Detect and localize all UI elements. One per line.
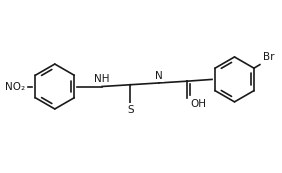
Text: NO₂: NO₂	[5, 81, 25, 92]
Text: OH: OH	[190, 99, 206, 109]
Text: NH: NH	[94, 74, 110, 84]
Text: S: S	[127, 105, 134, 115]
Text: Br: Br	[263, 52, 274, 62]
Text: N: N	[155, 71, 163, 81]
